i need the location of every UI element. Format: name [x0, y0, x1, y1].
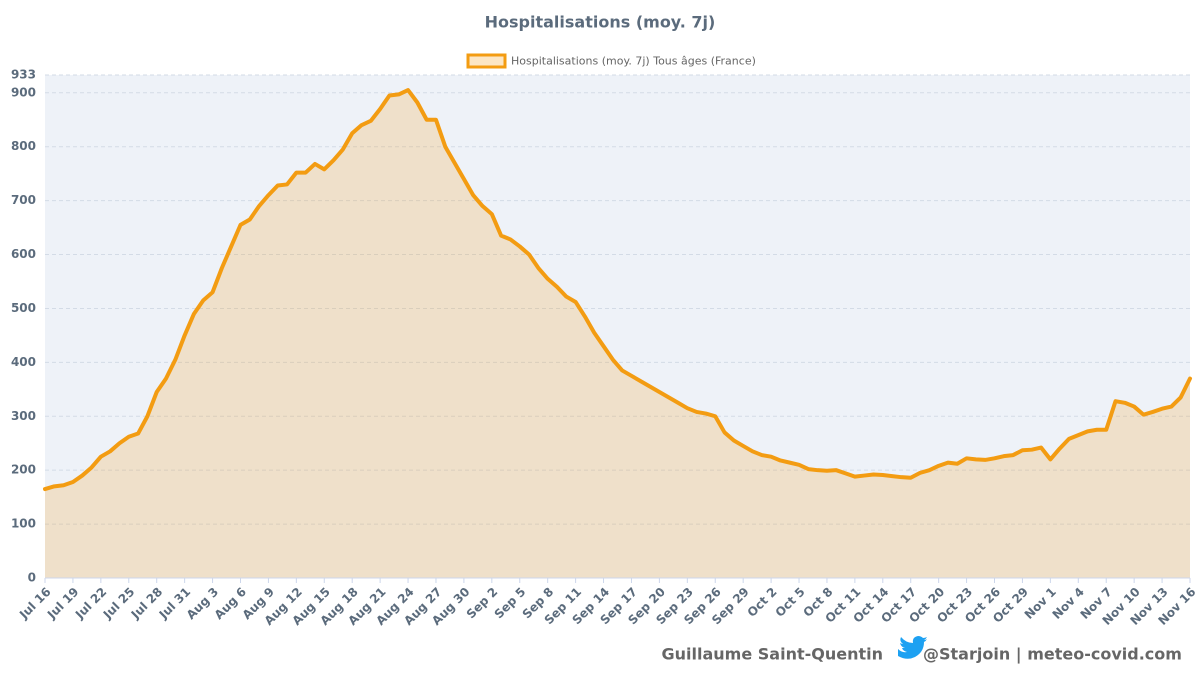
chart-title: Hospitalisations (moy. 7j): [485, 13, 716, 32]
y-tick-label: 0: [28, 571, 36, 585]
legend-label: Hospitalisations (moy. 7j) Tous âges (Fr…: [511, 55, 756, 68]
line: [43, 88, 1192, 492]
y-tick-label: 100: [11, 517, 36, 531]
twitter-icon: [898, 636, 927, 659]
y-tick-label: 933: [11, 68, 36, 82]
footer-source: @Starjoin | meteo-covid.com: [923, 645, 1182, 665]
footer-author: Guillaume Saint-Quentin: [662, 645, 884, 664]
x-tick-label: Oct 5: [773, 585, 808, 620]
y-tick-label: 200: [11, 463, 36, 477]
x-tick-label: Jul 22: [72, 585, 109, 622]
y-tick-label: 300: [11, 409, 36, 423]
legend-swatch: [466, 53, 507, 69]
plot-background: [45, 75, 1190, 578]
y-tick-label: 800: [11, 139, 36, 153]
x-tick-label: Oct 2: [745, 585, 780, 620]
x-tick-label: Jul 28: [128, 585, 165, 622]
x-tick-label: Jul 16: [16, 585, 53, 622]
y-tick-label: 400: [11, 355, 36, 369]
y-tick-label: 700: [11, 193, 36, 207]
legend: Hospitalisations (moy. 7j) Tous âges (Fr…: [466, 53, 756, 69]
y-tick-label: 500: [11, 301, 36, 315]
area-fill: [45, 90, 1190, 578]
y-tick-label: 900: [11, 85, 36, 99]
x-tick-label: Jul 25: [100, 585, 137, 622]
y-tick-label: 600: [11, 247, 36, 261]
x-tick-label: Jul 19: [44, 585, 81, 622]
